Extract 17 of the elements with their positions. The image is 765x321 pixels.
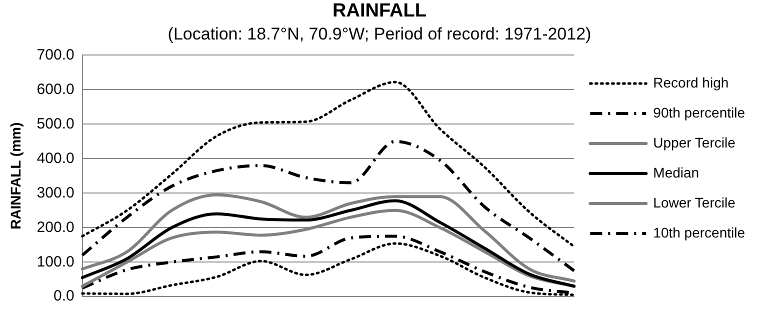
y-tick-label: 500.0 — [36, 115, 74, 132]
y-tick-label: 200.0 — [36, 218, 74, 236]
legend-label: 10th percentile — [653, 224, 746, 240]
legend-label: Record high — [653, 74, 729, 90]
y-tick-label: 100.0 — [36, 253, 74, 270]
legend-label: Lower Tercile — [653, 194, 736, 210]
legend-label: Median — [653, 164, 700, 180]
legend-label: 90th percentile — [653, 104, 746, 120]
y-tick-label: 300.0 — [36, 184, 74, 202]
y-tick-label: 0.0 — [53, 288, 74, 305]
y-tick-label: 600.0 — [36, 80, 74, 98]
y-tick-label: 700.0 — [36, 46, 74, 64]
y-tick-label: 400.0 — [36, 150, 74, 167]
y-axis-title: RAINFALL (mm) — [7, 122, 24, 230]
chart-title: RAINFALL — [332, 0, 427, 22]
chart-subtitle: (Location: 18.7°N, 70.9°W; Period of record: 1971-2012) — [168, 24, 592, 44]
legend-label: Upper Tercile — [653, 134, 736, 150]
